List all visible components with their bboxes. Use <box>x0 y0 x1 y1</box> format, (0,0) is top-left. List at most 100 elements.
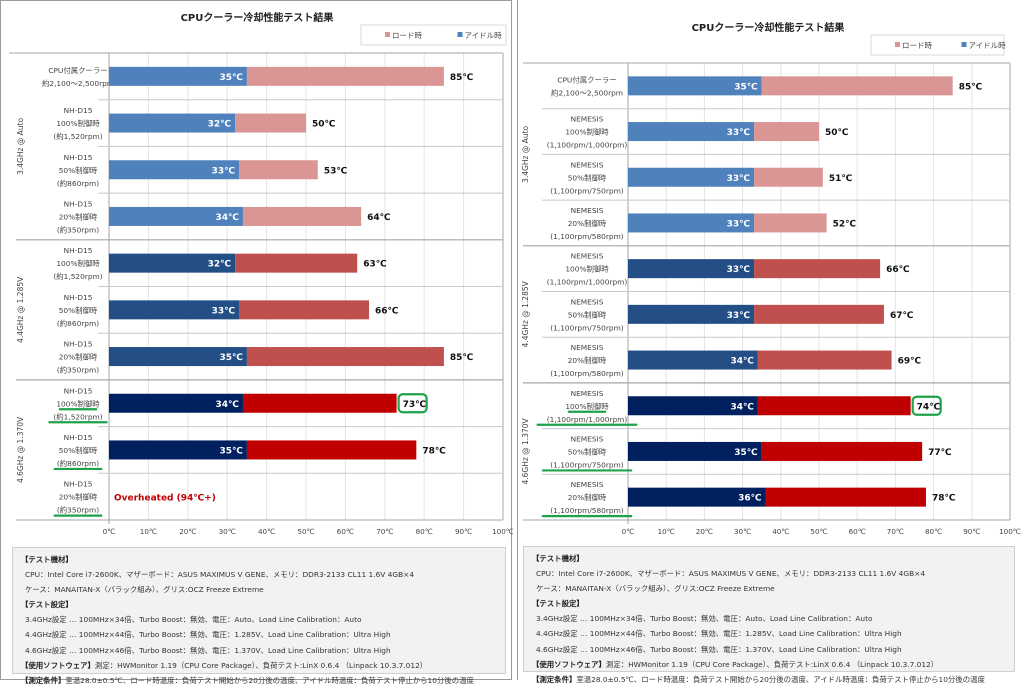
idle-value-label: 34℃ <box>730 357 754 367</box>
idle-bar <box>109 393 243 413</box>
load-value-label: 50℃ <box>825 128 849 138</box>
load-bar <box>757 396 911 416</box>
load-bar <box>246 66 444 86</box>
load-value-label: 50℃ <box>312 120 336 130</box>
setting-line: 4.4GHz設定 … 100MHz×44倍、Turbo Boost：無効、電圧：… <box>25 630 391 640</box>
legend-swatch <box>385 32 390 37</box>
category-label: (約860rpm) <box>57 179 99 188</box>
load-bar <box>754 304 884 324</box>
category-label: 100%制御時 <box>565 402 609 411</box>
category-label: 50%制御時 <box>568 173 607 182</box>
idle-value-label: 32℃ <box>208 260 232 270</box>
category-label: (1,100rpm/580rpm) <box>550 506 623 515</box>
idle-value-label: 34℃ <box>216 400 240 410</box>
legend-box <box>870 34 1005 56</box>
idle-bar <box>628 76 762 96</box>
idle-value-label: 32℃ <box>208 120 232 130</box>
setting-line: 4.6GHz設定 … 100MHz×46倍、Turbo Boost：無効、電圧：… <box>25 645 391 655</box>
load-bar <box>761 441 923 461</box>
load-value-label: 74℃ <box>917 402 941 412</box>
category-label: (約350rpm) <box>57 225 99 234</box>
category-label: 20%制御時 <box>568 356 607 365</box>
category-label: (約1,520rpm) <box>53 412 102 421</box>
load-bar <box>246 440 417 460</box>
x-tick-label: 20℃ <box>179 527 196 536</box>
x-tick-label: 50℃ <box>810 527 827 536</box>
load-value-label: 67℃ <box>890 311 914 321</box>
load-bar <box>239 160 318 180</box>
idle-bar <box>109 300 240 320</box>
equipment-line: ケース：MANAITAN-X（バラック組み）、グリス:OCZ Freeze Ex… <box>25 585 264 595</box>
load-bar <box>754 122 819 142</box>
category-label: NH-D15 <box>64 293 93 302</box>
load-bar <box>754 213 827 233</box>
idle-bar <box>109 253 236 273</box>
group-label: 3.4GHz @ Auto <box>16 117 25 174</box>
idle-bar <box>109 160 240 180</box>
category-label: NH-D15 <box>64 433 93 442</box>
idle-value-label: 33℃ <box>727 219 751 229</box>
load-value-label: 64℃ <box>367 213 391 223</box>
category-label: (約350rpm) <box>57 366 99 375</box>
category-label: NEMESIS <box>571 297 604 306</box>
x-tick-label: 20℃ <box>696 527 713 536</box>
x-tick-label: 60℃ <box>337 527 354 536</box>
category-label: (1,100rpm/750rpm) <box>550 323 623 332</box>
category-label: 20%制御時 <box>59 212 98 221</box>
category-label: (1,100rpm/1,000rpm) <box>547 278 628 287</box>
chart-panel-left: CPUクーラー冷却性能テスト結果 ロード時 アイドル時 0℃ 10℃ 20℃ 30℃ 40℃ 5… <box>0 0 513 685</box>
category-label: 50%制御時 <box>59 446 98 455</box>
x-tick-label: 40℃ <box>772 527 789 536</box>
x-tick-label: 100℃ <box>999 527 1021 536</box>
idle-value-label: 33℃ <box>212 306 236 316</box>
idle-value-label: 36℃ <box>738 494 762 504</box>
load-value-label: 63℃ <box>363 260 387 270</box>
idle-bar <box>628 396 758 416</box>
chart-title: CPUクーラー冷却性能テスト結果 <box>181 11 335 24</box>
category-label: 100%制御時 <box>56 259 100 268</box>
load-value-label: 78℃ <box>422 446 446 456</box>
idle-value-label: 35℃ <box>734 82 758 92</box>
category-label: NH-D15 <box>64 199 93 208</box>
legend-label: アイドル時 <box>465 31 503 40</box>
idle-bar <box>109 440 247 460</box>
setting-line: 3.4GHz設定 … 100MHz×34倍、Turbo Boost：無効、電圧：… <box>25 615 362 625</box>
software-heading: 【使用ソフトウェア】 <box>21 660 95 670</box>
idle-value-label: 33℃ <box>727 174 751 184</box>
category-label: CPU付属クーラー <box>48 66 107 75</box>
category-label: 約2,100～2,500rpm <box>551 88 623 97</box>
idle-value-label: 33℃ <box>727 311 751 321</box>
load-value-label: 66℃ <box>375 306 399 316</box>
category-label: 50%制御時 <box>568 310 607 319</box>
software-text: 測定：HWMonitor 1.19（CPU Core Package）、負荷テス… <box>94 660 428 670</box>
x-tick-label: 90℃ <box>455 527 472 536</box>
x-tick-label: 70℃ <box>887 527 904 536</box>
idle-value-label: 35℃ <box>734 448 758 458</box>
setting-line: 4.4GHz設定 … 100MHz×44倍、Turbo Boost：無効、電圧：… <box>536 629 902 639</box>
category-label: (1,100rpm/750rpm) <box>550 460 623 469</box>
overheated-label: Overheated (94℃+) <box>114 494 216 504</box>
legend-label: ロード時 <box>392 31 422 40</box>
category-label: (1,100rpm/1,000rpm) <box>547 141 628 150</box>
idle-bar <box>109 347 247 367</box>
category-label: 100%制御時 <box>56 119 100 128</box>
idle-bar <box>628 122 755 142</box>
idle-value-label: 33℃ <box>727 128 751 138</box>
load-bar <box>754 259 881 279</box>
test-info-box-right: 【テスト機材】 CPU：Intel Core i7-2600K、マザーボード：A… <box>523 546 1015 684</box>
idle-bar <box>109 66 247 86</box>
category-label: NH-D15 <box>64 340 93 349</box>
x-tick-label: 90℃ <box>963 527 980 536</box>
idle-value-label: 33℃ <box>727 265 751 275</box>
legend-swatch <box>457 32 463 37</box>
legend-box <box>360 24 507 46</box>
category-label: CPU付属クーラー <box>557 75 616 84</box>
idle-bar <box>628 350 758 370</box>
load-value-label: 78℃ <box>932 494 956 504</box>
equipment-line: CPU：Intel Core i7-2600K、マザーボード：ASUS MAXI… <box>25 570 415 580</box>
group-label: 4.4GHz @ 1.285V <box>521 280 530 347</box>
category-label: (約1,520rpm) <box>53 272 102 281</box>
x-tick-label: 10℃ <box>140 527 157 536</box>
